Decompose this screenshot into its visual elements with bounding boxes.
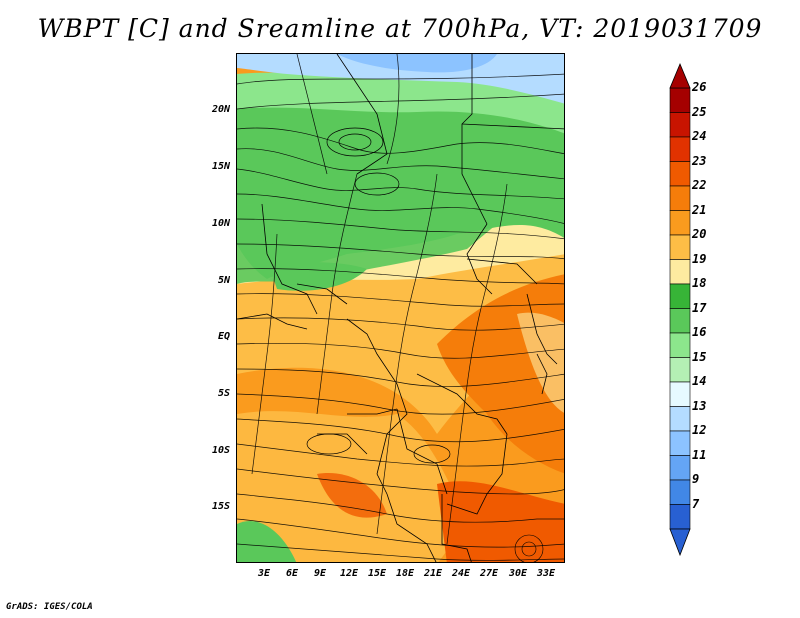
colorbar-label: 12 <box>692 423 707 437</box>
colorbar-segment <box>669 381 691 407</box>
streamlines <box>237 54 564 561</box>
vortex-se-inner <box>521 541 537 557</box>
colorbar-label: 26 <box>692 80 707 94</box>
lon-label-9e: 9E <box>313 568 327 579</box>
colorbar-label: 24 <box>692 129 707 143</box>
lat-label-5n: 5N <box>217 275 230 286</box>
colorbar-label: 22 <box>692 178 707 192</box>
lon-label-33e: 33E <box>536 568 556 579</box>
vortex-north <box>326 127 400 196</box>
lon-label-24e: 24E <box>451 568 471 579</box>
lon-label-18e: 18E <box>395 568 415 579</box>
colorbar-segment <box>669 234 691 260</box>
colorbar-label: 13 <box>692 398 707 413</box>
lat-label-15s: 15S <box>211 501 230 512</box>
colorbar-top-arrow <box>669 62 691 89</box>
credit-text: GrADS: IGES/COLA <box>6 602 93 612</box>
lon-label-3e: 3E <box>257 568 271 579</box>
vortex-south <box>306 433 451 464</box>
field-green-sw <box>237 520 297 562</box>
field-red-orange-sw <box>317 473 387 518</box>
colorbar-segment <box>669 406 691 432</box>
field-light-green-north <box>237 72 564 134</box>
colorbar-label: 11 <box>692 447 707 462</box>
lat-label-5s: 5S <box>217 388 230 399</box>
colorbar-segment <box>669 430 691 456</box>
lon-label-6e: 6E <box>285 568 299 579</box>
lon-label-21e: 21E <box>423 568 443 579</box>
colorbar-label: 20 <box>692 227 707 241</box>
lon-label-27e: 27E <box>479 568 499 579</box>
chart-title: WBPT [C] and Sreamline at 700hPa, VT: 20… <box>37 14 763 43</box>
field-green-sahel <box>237 174 497 284</box>
colorbar-segment <box>669 308 691 334</box>
colorbar-segment <box>669 259 691 285</box>
colorbar-segment <box>669 136 691 162</box>
lat-label-10s: 10S <box>211 445 230 456</box>
lon-label-12e: 12E <box>339 568 359 579</box>
country-borders <box>237 54 564 562</box>
colorbar-segment <box>669 332 691 358</box>
colorbar-label: 17 <box>692 300 707 315</box>
colorbar-segment <box>669 210 691 236</box>
field-light-orange-west <box>237 244 564 434</box>
colorbar-segment <box>669 112 691 138</box>
field-blue-top <box>337 54 497 73</box>
colorbar-segment <box>669 161 691 187</box>
field-green-patch <box>267 259 367 291</box>
colorbar-segment <box>669 87 691 113</box>
colorbar-segment <box>669 357 691 383</box>
colorbar-segment <box>669 455 691 481</box>
colorbar-label: 7 <box>692 496 700 511</box>
colorbar-label: 16 <box>692 325 707 339</box>
colorbar-segment <box>669 504 691 530</box>
lat-label-eq: EQ <box>217 331 230 342</box>
lon-label-30e: 30E <box>508 568 528 579</box>
colorbar-label: 19 <box>692 251 707 266</box>
lat-label-10n: 10N <box>211 218 230 229</box>
colorbar-bottom-arrow <box>669 528 691 557</box>
colorbar-segment <box>669 479 691 505</box>
colorbar-label: 15 <box>692 349 707 364</box>
colorbar-segments <box>669 87 691 530</box>
vortex-se <box>514 534 544 562</box>
colorbar-label: 23 <box>692 153 707 168</box>
lat-label-15n: 15N <box>211 161 230 172</box>
lon-label-15e: 15E <box>367 568 387 579</box>
colorbar-label: 21 <box>692 202 707 217</box>
map-panel <box>236 53 565 563</box>
colorbar-segment <box>669 185 691 211</box>
colorbar-label: 14 <box>692 374 707 388</box>
colorbar-segment <box>669 283 691 309</box>
field-yellow-east <box>517 312 564 413</box>
colorbar-label: 9 <box>692 472 700 486</box>
colorbar-label: 18 <box>692 276 707 290</box>
lat-label-20n: 20N <box>211 104 230 115</box>
colorbar-label: 25 <box>692 104 707 119</box>
